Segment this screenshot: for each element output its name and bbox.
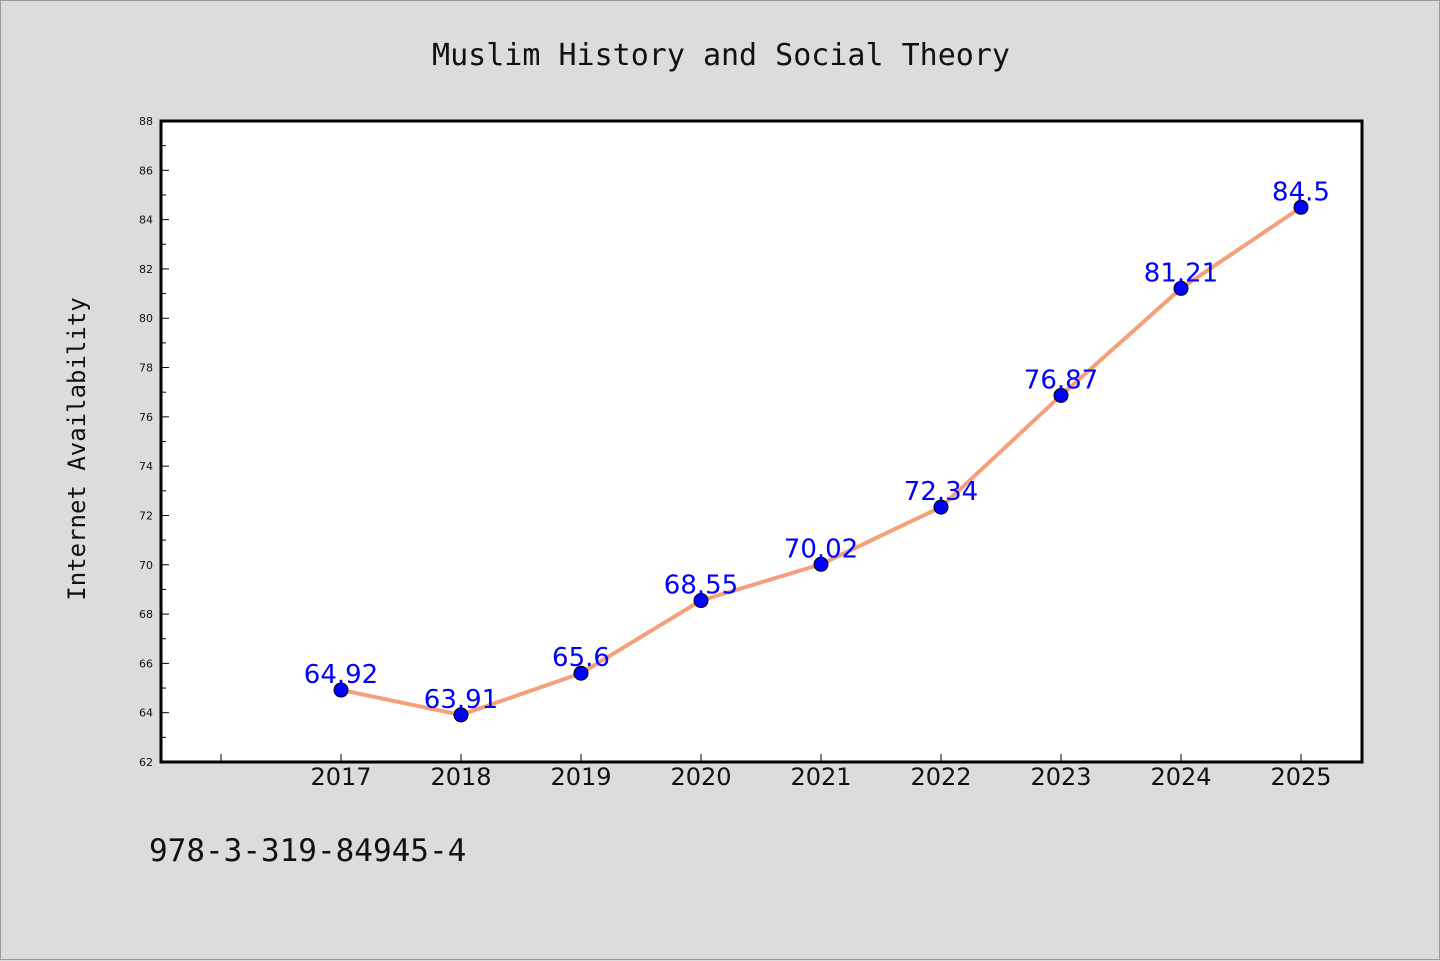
y-tick-label: 80 <box>139 312 153 325</box>
y-tick-label: 62 <box>139 756 153 769</box>
x-tick-label: 2023 <box>1030 763 1091 791</box>
y-tick-label: 82 <box>139 263 153 276</box>
data-label: 81.21 <box>1144 258 1218 288</box>
plot-border <box>159 119 1364 764</box>
data-point <box>573 665 589 681</box>
isbn-label: 978-3-319-84945-4 <box>149 833 467 869</box>
plot-area <box>161 121 1362 762</box>
y-tick-label: 72 <box>139 509 153 522</box>
x-tick-label: 2019 <box>550 763 611 791</box>
y-tick-label: 84 <box>139 214 153 227</box>
data-point <box>1173 280 1189 296</box>
y-tick-label: 76 <box>139 411 153 424</box>
data-label: 65.6 <box>552 643 610 673</box>
y-tick-label: 88 <box>139 115 153 128</box>
data-label: 84.5 <box>1272 177 1330 207</box>
data-label: 76.87 <box>1024 365 1098 395</box>
y-tick-label: 78 <box>139 362 153 375</box>
series-layer: 64.92 63.91 65.6 68.55 70.02 72.34 76.87 81.21 8… <box>304 177 1330 723</box>
data-point <box>1293 199 1309 215</box>
data-label: 63.91 <box>424 685 498 715</box>
x-tick-label: 2021 <box>790 763 851 791</box>
y-axis: 62 64 66 68 70 72 74 76 78 80 82 84 86 88 <box>139 115 169 769</box>
x-tick-label: 2020 <box>670 763 731 791</box>
data-label: 64.92 <box>304 660 378 690</box>
data-label: 72.34 <box>904 477 978 507</box>
y-tick-label: 86 <box>139 164 153 177</box>
x-axis: 2017 2018 2019 2020 2021 2022 2023 2024 2025 <box>220 754 1332 791</box>
y-axis-label: Internet Availability <box>63 297 91 600</box>
y-tick-label: 70 <box>139 559 153 572</box>
x-tick-label: 2017 <box>310 763 371 791</box>
y-tick-label: 64 <box>139 707 153 720</box>
data-point <box>933 499 949 515</box>
x-tick-label: 2018 <box>430 763 491 791</box>
data-point <box>333 682 349 698</box>
data-point <box>453 707 469 723</box>
y-tick-label: 66 <box>139 657 153 670</box>
x-tick-label: 2024 <box>1150 763 1211 791</box>
data-label: 68.55 <box>664 571 738 601</box>
x-tick-label: 2022 <box>910 763 971 791</box>
y-tick-label: 74 <box>139 460 153 473</box>
chart-title: Muslim History and Social Theory <box>432 38 1010 73</box>
data-label: 70.02 <box>784 534 858 564</box>
data-point <box>693 593 709 609</box>
y-tick-label: 68 <box>139 608 153 621</box>
data-point <box>813 556 829 572</box>
data-point <box>1053 387 1069 403</box>
x-tick-label: 2025 <box>1270 763 1331 791</box>
